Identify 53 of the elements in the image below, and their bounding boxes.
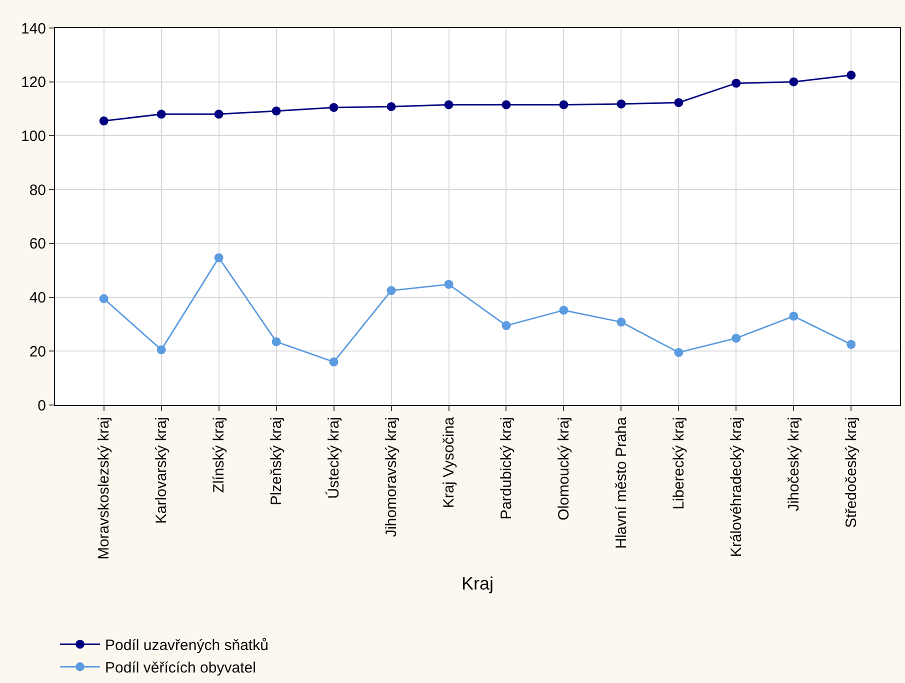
x-axis-title: Kraj (461, 574, 494, 594)
point (789, 77, 798, 86)
x-tick-label: Plzeňský kraj (268, 417, 286, 506)
point (846, 340, 856, 349)
point (272, 106, 281, 116)
point (789, 312, 798, 321)
point (846, 70, 856, 80)
y-tick-label: 120 (20, 74, 46, 92)
point (674, 348, 684, 357)
y-tick-label: 100 (20, 128, 46, 145)
y-tick-label: 140 (20, 20, 46, 38)
point (502, 321, 511, 330)
point (559, 306, 568, 315)
point (559, 100, 568, 110)
point (329, 357, 338, 366)
y-tick-label: 60 (29, 236, 46, 253)
point (99, 116, 108, 126)
y-tick-label: 40 (29, 290, 46, 307)
legend-label: Podíl věřících obyvatel (105, 660, 256, 677)
x-tick-label: Karlovarský kraj (153, 417, 170, 524)
point (616, 99, 626, 108)
point (329, 102, 338, 112)
x-tick-label: Královéhradecký kraj (728, 417, 746, 558)
point (732, 334, 741, 343)
point (272, 337, 281, 346)
point (156, 345, 166, 354)
x-tick-label: Liberecký kraj (670, 417, 688, 510)
x-tick-label: Jihočeský kraj (786, 417, 803, 512)
point (616, 318, 626, 327)
x-tick-label: Olomoucký kraj (556, 417, 573, 520)
y-tick-label: 80 (29, 182, 46, 199)
point (502, 100, 511, 110)
point (732, 78, 741, 88)
x-tick-label: Kraj Vysočina (440, 416, 458, 508)
y-tick-label: 0 (38, 397, 46, 414)
x-tick-label: Jihomoravský kraj (383, 417, 400, 538)
point (386, 286, 396, 296)
point (444, 280, 454, 289)
point (214, 110, 224, 119)
point (386, 102, 396, 112)
point (674, 98, 684, 108)
y-tick-label: 20 (29, 343, 46, 360)
x-tick-label: Ústecký kraj (324, 417, 343, 499)
point (214, 253, 224, 262)
point (99, 294, 108, 304)
point (156, 110, 166, 119)
x-tick-label: Hlavní město Praha (613, 416, 630, 549)
legend-label: Podíl uzavřených sňatků (105, 637, 268, 654)
x-tick-label: Moravskoslezský kraj (96, 417, 113, 560)
x-tick-label: Pardubický kraj (498, 417, 516, 520)
x-tick-label: Středočeský kraj (843, 417, 860, 528)
point (444, 100, 454, 110)
x-tick-label: Zlínský kraj (210, 417, 228, 493)
